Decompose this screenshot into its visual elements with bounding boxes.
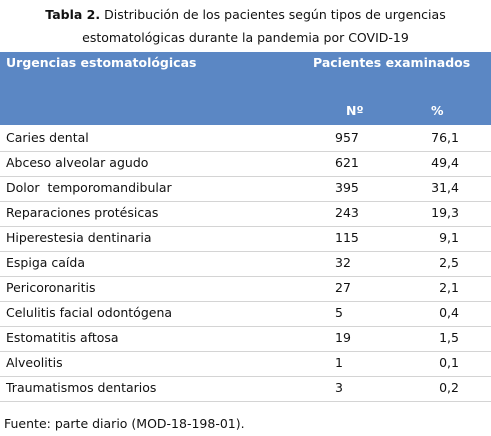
count-cell: 115 (335, 230, 359, 245)
count-cell: 3 (335, 380, 343, 395)
row-label: Pericoronaritis (6, 280, 96, 295)
header-cell: Nº (346, 103, 364, 118)
table-row: Traumatismos dentarios 3 0,2 (0, 376, 491, 402)
header-cell: Pacientes examinados (313, 55, 471, 70)
row-label: Caries dental (6, 130, 89, 145)
percent-cell: 49,4 (431, 155, 459, 170)
table-row: Pericoronaritis 27 2,1 (0, 276, 491, 302)
table-header: Urgencias estomatológicas Pacientes exam… (0, 52, 491, 125)
count-cell: 621 (335, 155, 359, 170)
footer: Fuente: parte diario (MOD-18-198-01). (4, 416, 245, 431)
table-row: Caries dental 957 76,1 (0, 126, 491, 152)
caption-text: Distribución de los pacientes según tipo… (82, 7, 446, 45)
table-row: Celulitis facial odontógena 5 0,4 (0, 301, 491, 327)
table-row: Espiga caída 32 2,5 (0, 251, 491, 277)
table-row: Dolor temporomandibular 395 31,4 (0, 176, 491, 202)
header-cell: Urgencias estomatológicas (6, 55, 197, 70)
header-cell: % (431, 103, 444, 118)
count-cell: 1 (335, 355, 343, 370)
table-row: Reparaciones protésicas 243 19,3 (0, 201, 491, 227)
row-label: Traumatismos dentarios (6, 380, 157, 395)
row-label: Abceso alveolar agudo (6, 155, 149, 170)
table-row: Estomatitis aftosa 19 1,5 (0, 326, 491, 352)
table-row: Abceso alveolar agudo 621 49,4 (0, 151, 491, 177)
percent-cell: 2,1 (439, 280, 459, 295)
percent-cell: 0,4 (439, 305, 459, 320)
percent-cell: 1,5 (439, 330, 459, 345)
count-cell: 243 (335, 205, 359, 220)
percent-cell: 19,3 (431, 205, 459, 220)
caption-label: Tabla 2. (45, 7, 101, 22)
count-cell: 32 (335, 255, 351, 270)
row-label: Dolor temporomandibular (6, 180, 172, 195)
row-label: Espiga caída (6, 255, 85, 270)
row-label: Alveolitis (6, 355, 63, 370)
row-label: Hiperestesia dentinaria (6, 230, 152, 245)
row-label: Estomatitis aftosa (6, 330, 119, 345)
percent-cell: 76,1 (431, 130, 459, 145)
count-cell: 395 (335, 180, 359, 195)
percent-cell: 0,1 (439, 355, 459, 370)
row-label: Celulitis facial odontógena (6, 305, 173, 320)
row-label: Reparaciones protésicas (6, 205, 159, 220)
percent-cell: 31,4 (431, 180, 459, 195)
count-cell: 5 (335, 305, 343, 320)
percent-cell: 0,2 (439, 380, 459, 395)
caption: Tabla 2. Distribución de los pacientes s… (0, 3, 491, 49)
percent-cell: 9,1 (439, 230, 459, 245)
table-row: Hiperestesia dentinaria 115 9,1 (0, 226, 491, 252)
count-cell: 27 (335, 280, 351, 295)
table-row: Alveolitis 1 0,1 (0, 351, 491, 377)
count-cell: 957 (335, 130, 359, 145)
count-cell: 19 (335, 330, 351, 345)
percent-cell: 2,5 (439, 255, 459, 270)
